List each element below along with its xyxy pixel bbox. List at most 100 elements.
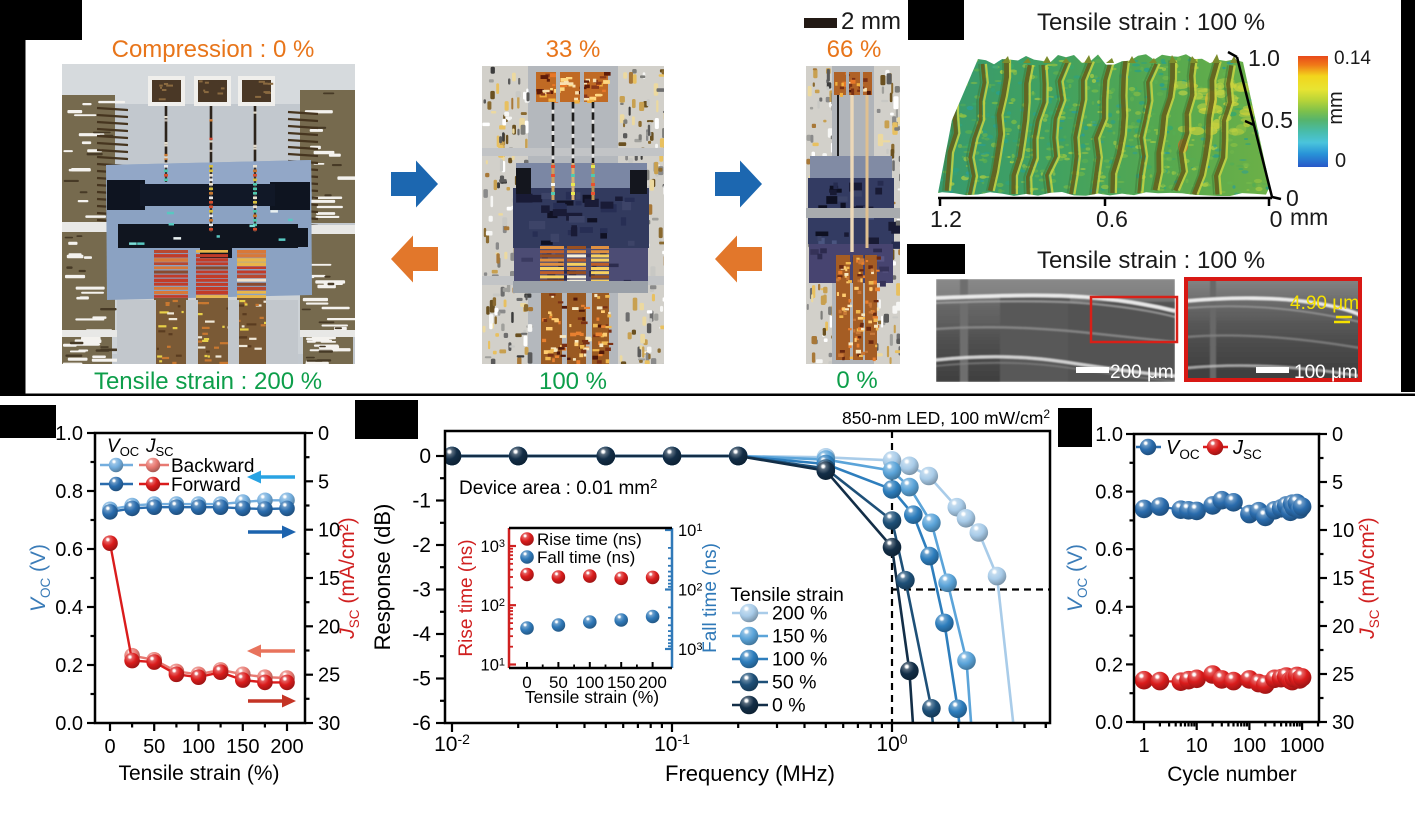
svg-text:101: 101 — [678, 522, 702, 540]
svg-text:Tensile strain (%): Tensile strain (%) — [118, 762, 279, 785]
svg-text:1.0: 1.0 — [55, 423, 83, 445]
svg-text:mm: mm — [1325, 91, 1347, 124]
svg-text:100: 100 — [182, 736, 215, 758]
svg-text:200 %: 200 % — [772, 603, 827, 625]
svg-text:10-1: 10-1 — [654, 731, 690, 756]
svg-text:Backward: Backward — [171, 456, 254, 477]
svg-text:0.4: 0.4 — [55, 597, 83, 619]
svg-text:-4: -4 — [412, 623, 431, 646]
svg-text:0.6: 0.6 — [1095, 539, 1123, 561]
svg-text:66 %: 66 % — [827, 36, 882, 63]
svg-text:0: 0 — [104, 736, 115, 758]
svg-text:100: 100 — [576, 673, 604, 692]
svg-text:1.0: 1.0 — [1095, 424, 1123, 446]
svg-text:150: 150 — [607, 673, 635, 692]
svg-text:50: 50 — [143, 736, 165, 758]
svg-text:0 %: 0 % — [836, 367, 877, 394]
svg-text:0.0: 0.0 — [55, 713, 83, 735]
svg-text:50 %: 50 % — [772, 672, 816, 694]
svg-text:0.2: 0.2 — [1095, 654, 1123, 676]
svg-text:Tensile strain: Tensile strain — [730, 584, 844, 606]
svg-text:0.6: 0.6 — [1096, 206, 1128, 232]
svg-text:Response (dB): Response (dB) — [370, 504, 395, 651]
svg-text:Fall time (ns): Fall time (ns) — [700, 543, 721, 653]
svg-text:Cycle number: Cycle number — [1167, 763, 1297, 786]
svg-text:15: 15 — [1332, 568, 1354, 590]
svg-text:0.6: 0.6 — [55, 539, 83, 561]
svg-text:10: 10 — [1186, 735, 1208, 757]
svg-text:10-2: 10-2 — [434, 731, 470, 756]
svg-text:0: 0 — [1270, 206, 1283, 232]
svg-text:Device area : 0.01 mm2: Device area : 0.01 mm2 — [459, 476, 657, 499]
svg-text:30: 30 — [1332, 712, 1354, 734]
svg-text:20: 20 — [318, 616, 340, 638]
svg-text:-3: -3 — [412, 579, 431, 602]
svg-text:0: 0 — [522, 673, 531, 692]
svg-text:VOC (V): VOC (V) — [27, 544, 53, 612]
svg-text:103: 103 — [678, 641, 702, 659]
svg-text:1.2: 1.2 — [930, 206, 962, 232]
svg-text:0.2: 0.2 — [55, 655, 83, 677]
svg-text:JSC: JSC — [1232, 437, 1262, 462]
svg-text:100 %: 100 % — [772, 649, 827, 671]
svg-text:0: 0 — [318, 423, 329, 445]
svg-text:JSC: JSC — [145, 436, 174, 459]
svg-text:10: 10 — [1332, 520, 1354, 542]
svg-text:200: 200 — [270, 736, 303, 758]
svg-text:25: 25 — [318, 665, 340, 687]
svg-text:-1: -1 — [412, 490, 431, 513]
svg-text:mm: mm — [1290, 204, 1328, 230]
svg-text:5: 5 — [1332, 472, 1343, 494]
svg-text:100: 100 — [1233, 735, 1266, 757]
svg-text:50: 50 — [549, 673, 568, 692]
svg-text:0: 0 — [1332, 424, 1343, 446]
svg-text:Frequency (MHz): Frequency (MHz) — [665, 761, 835, 786]
svg-text:15: 15 — [318, 568, 340, 590]
svg-text:-5: -5 — [412, 668, 431, 691]
svg-text:150: 150 — [226, 736, 259, 758]
svg-text:0: 0 — [1286, 185, 1299, 211]
svg-text:103: 103 — [481, 538, 505, 556]
svg-text:Tensile strain : 100 %: Tensile strain : 100 % — [1037, 247, 1265, 274]
svg-text:0.4: 0.4 — [1095, 597, 1123, 619]
svg-text:0.5: 0.5 — [1261, 107, 1293, 133]
svg-text:0.8: 0.8 — [55, 481, 83, 503]
svg-text:102: 102 — [678, 582, 702, 600]
svg-text:30: 30 — [318, 713, 340, 735]
svg-text:1000: 1000 — [1280, 735, 1325, 757]
svg-text:Forward: Forward — [171, 475, 241, 496]
svg-text:VOC: VOC — [107, 436, 139, 459]
svg-text:Tensile strain : 200 %: Tensile strain : 200 % — [94, 368, 322, 395]
svg-text:850-nm LED, 100 mW/cm2: 850-nm LED, 100 mW/cm2 — [842, 407, 1050, 428]
svg-text:VOC (V): VOC (V) — [1064, 544, 1090, 612]
svg-text:10: 10 — [318, 520, 340, 542]
svg-text:Tensile strain : 100 %: Tensile strain : 100 % — [1037, 9, 1265, 36]
svg-text:200 μm: 200 μm — [1110, 362, 1174, 383]
svg-text:-2: -2 — [412, 534, 431, 557]
svg-text:150 %: 150 % — [772, 626, 827, 648]
svg-text:0: 0 — [419, 445, 431, 468]
svg-text:1.0: 1.0 — [1248, 45, 1280, 71]
svg-text:1: 1 — [1138, 735, 1149, 757]
svg-text:2 mm: 2 mm — [841, 8, 901, 35]
svg-text:4.90 μm: 4.90 μm — [1290, 293, 1359, 314]
svg-text:101: 101 — [481, 657, 505, 675]
svg-text:JSC (mA/cm²): JSC (mA/cm²) — [1356, 517, 1382, 639]
svg-text:200: 200 — [638, 673, 666, 692]
svg-text:102: 102 — [481, 597, 505, 615]
svg-text:-6: -6 — [412, 712, 431, 735]
svg-text:Rise time (ns): Rise time (ns) — [456, 539, 477, 656]
svg-text:33 %: 33 % — [546, 36, 601, 63]
svg-text:Fall time (ns): Fall time (ns) — [537, 548, 635, 567]
svg-text:Rise time (ns): Rise time (ns) — [537, 530, 642, 549]
svg-text:0.8: 0.8 — [1095, 482, 1123, 504]
svg-text:25: 25 — [1332, 664, 1354, 686]
svg-text:20: 20 — [1332, 616, 1354, 638]
svg-text:100 μm: 100 μm — [1294, 362, 1358, 383]
svg-text:100 %: 100 % — [539, 368, 607, 395]
svg-text:0 %: 0 % — [772, 695, 806, 717]
svg-text:0: 0 — [1335, 150, 1346, 172]
svg-text:100: 100 — [876, 731, 907, 756]
svg-text:JSC (mA/cm²): JSC (mA/cm²) — [336, 517, 362, 639]
svg-text:5: 5 — [318, 471, 329, 493]
